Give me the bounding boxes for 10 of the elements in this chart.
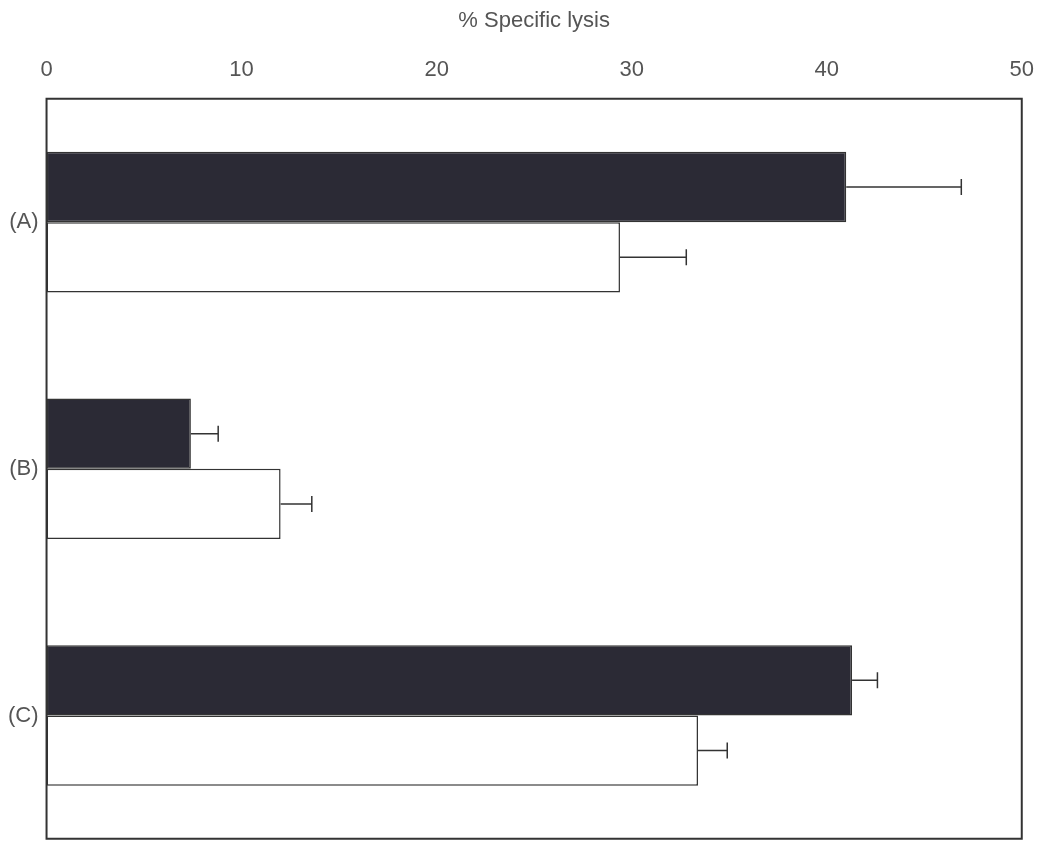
x-tick-label: 0 xyxy=(40,55,53,81)
y-tick-label: (A) xyxy=(9,208,39,234)
x-tick-label: 20 xyxy=(424,55,449,81)
x-tick-label: 40 xyxy=(814,55,839,81)
x-axis-title: % Specific lysis xyxy=(458,7,610,33)
x-tick-label: 50 xyxy=(1009,55,1035,81)
x-tick-label: 10 xyxy=(229,55,254,81)
y-tick-label: (C) xyxy=(7,701,39,727)
x-tick-label: 30 xyxy=(619,55,644,81)
y-tick-label: (B) xyxy=(9,454,39,480)
